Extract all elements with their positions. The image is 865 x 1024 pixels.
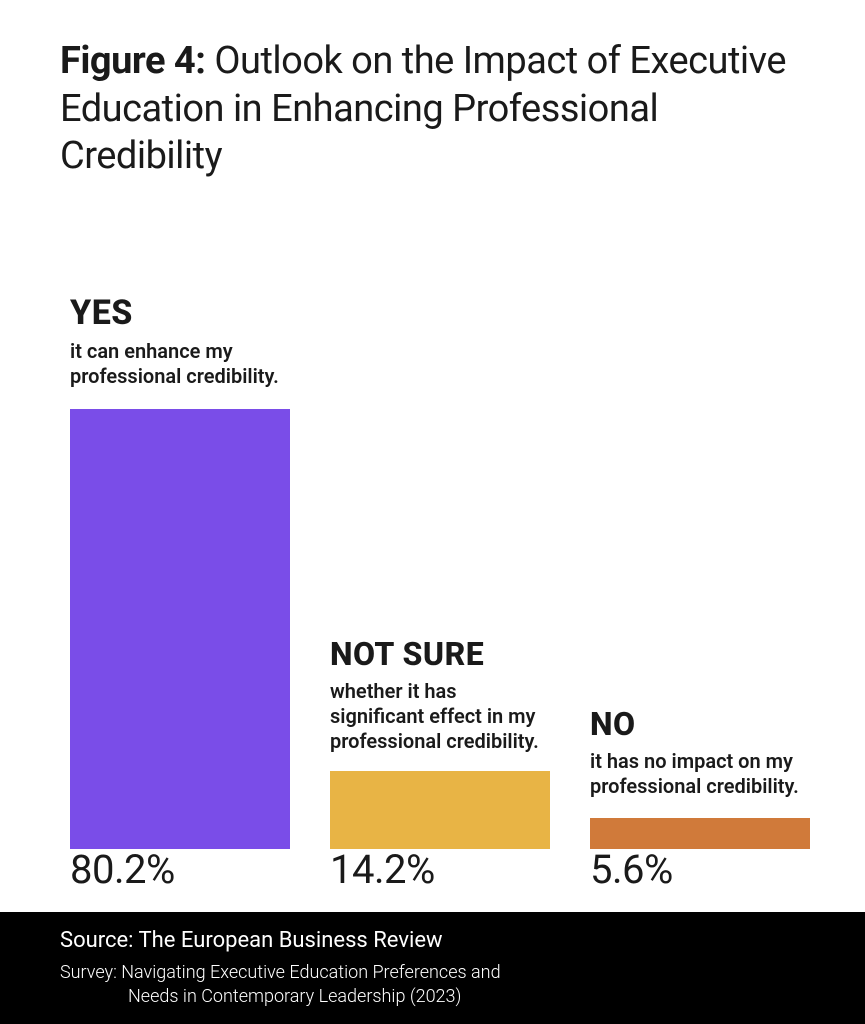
- bar-label-not-sure: NOT SURE whether it has significant effec…: [330, 635, 550, 754]
- bar-heading-not-sure: NOT SURE: [330, 635, 550, 673]
- survey-line-1: Survey: Navigating Executive Education P…: [60, 962, 501, 983]
- figure-page: Figure 4: Outlook on the Impact of Execu…: [0, 0, 865, 1024]
- bar-chart: YES it can enhance my professional credib…: [60, 229, 805, 849]
- bar-label-no: NO it has no impact on my professional cr…: [590, 705, 810, 799]
- percentage-row: 80.2% 14.2% 5.6%: [60, 846, 805, 906]
- bar-heading-no: NO: [590, 705, 810, 743]
- bar-percent-no: 5.6%: [590, 846, 673, 893]
- bar-percent-not-sure: 14.2%: [330, 846, 435, 893]
- source-footer: Source: The European Business Review Sur…: [0, 912, 865, 1024]
- bar-percent-yes: 80.2%: [70, 846, 175, 893]
- bar-not-sure: [330, 771, 550, 849]
- bar-no: [590, 818, 810, 849]
- figure-prefix: Figure 4:: [60, 39, 205, 83]
- survey-line-2: Needs in Contemporary Leadership (2023): [60, 985, 805, 1008]
- bar-yes: [70, 409, 290, 849]
- figure-title: Figure 4: Outlook on the Impact of Execu…: [60, 38, 805, 181]
- bar-subtext-yes: it can enhance my professional credibili…: [70, 339, 280, 389]
- survey-line: Survey: Navigating Executive Education P…: [60, 961, 805, 1008]
- bar-heading-yes: YES: [70, 293, 280, 333]
- bar-subtext-not-sure: whether it has significant effect in my …: [330, 679, 550, 754]
- bar-label-yes: YES it can enhance my professional credib…: [70, 293, 280, 389]
- source-line: Source: The European Business Review: [60, 928, 805, 953]
- bar-subtext-no: it has no impact on my professional cred…: [590, 749, 810, 799]
